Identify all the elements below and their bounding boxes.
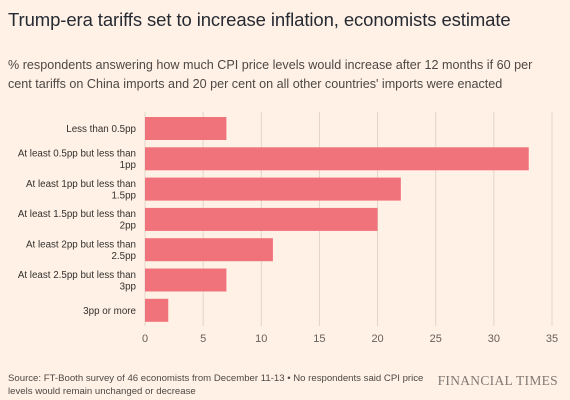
category-label: At least 0.5pp but less than <box>18 149 136 160</box>
x-tick-label: 35 <box>546 333 558 345</box>
source-note: Source: FT-Booth survey of 46 economists… <box>8 373 424 397</box>
category-label: At least 2.5pp but less than <box>18 270 136 281</box>
chart-title: Trump-era tariffs set to increase inflat… <box>8 9 511 30</box>
category-label: 3pp or more <box>83 306 136 317</box>
category-label: 2.5pp <box>111 251 136 262</box>
category-labels: Less than 0.5pp At least 0.5pp but less t… <box>18 124 137 317</box>
bar <box>145 147 529 171</box>
x-tick-label: 5 <box>200 333 206 345</box>
bar <box>145 117 227 140</box>
x-axis-tick-labels: 0 5 10 15 20 25 30 35 <box>142 333 558 345</box>
bar <box>145 268 227 292</box>
x-tick-label: 20 <box>371 333 383 345</box>
category-label: At least 1.5pp but less than <box>18 209 136 220</box>
category-label: 1pp <box>120 160 137 171</box>
category-label: 1.5pp <box>111 190 136 201</box>
x-tick-label: 15 <box>313 333 325 345</box>
bar <box>145 298 169 322</box>
category-label: At least 2pp but less than <box>26 239 136 250</box>
x-tick-label: 30 <box>488 333 500 345</box>
category-label: 3pp <box>120 281 137 292</box>
chart-subtitle: % respondents answering how much CPI pri… <box>8 58 533 91</box>
category-label: At least 1pp but less than <box>26 179 136 190</box>
brand-logo: FINANCIAL TIMES <box>437 373 558 388</box>
x-tick-label: 10 <box>255 333 267 345</box>
bar <box>145 238 273 262</box>
bar <box>145 207 378 231</box>
bar <box>145 177 401 201</box>
bars <box>145 117 529 322</box>
x-tick-label: 25 <box>430 333 442 345</box>
x-tick-label: 0 <box>142 333 148 345</box>
category-label: Less than 0.5pp <box>66 124 136 135</box>
category-label: 2pp <box>120 221 137 232</box>
